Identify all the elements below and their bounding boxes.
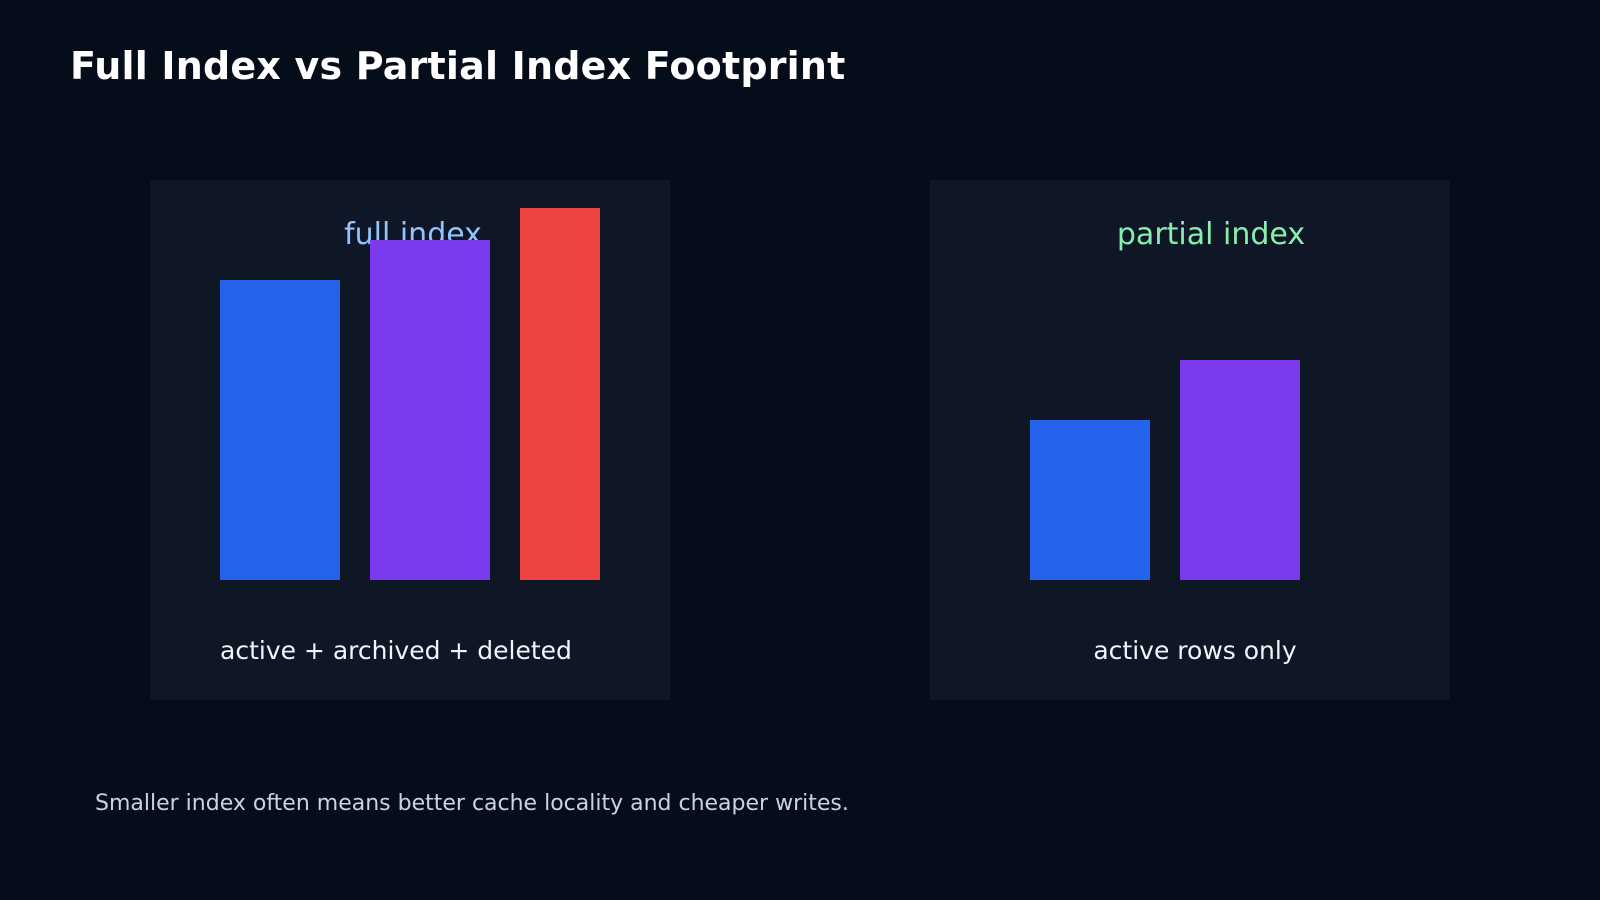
- full-index-caption: active + archived + deleted: [220, 636, 572, 665]
- partial-index-bar-2: [1180, 360, 1300, 580]
- partial-index-bar-1: [1030, 420, 1150, 580]
- footnote: Smaller index often means better cache l…: [95, 791, 849, 816]
- full-index-bar-1: [220, 280, 340, 580]
- full-index-bars: [220, 208, 600, 580]
- partial-index-caption: active rows only: [1093, 636, 1296, 665]
- full-index-bar-2: [370, 240, 490, 580]
- partial-index-chart: partial index active rows only: [930, 180, 1450, 700]
- page-title: Full Index vs Partial Index Footprint: [70, 44, 846, 88]
- full-index-bar-3: [520, 208, 600, 580]
- full-index-chart: full index active + archived + deleted: [150, 180, 670, 700]
- partial-index-bars: [1030, 360, 1300, 580]
- partial-index-title: partial index: [1117, 217, 1305, 252]
